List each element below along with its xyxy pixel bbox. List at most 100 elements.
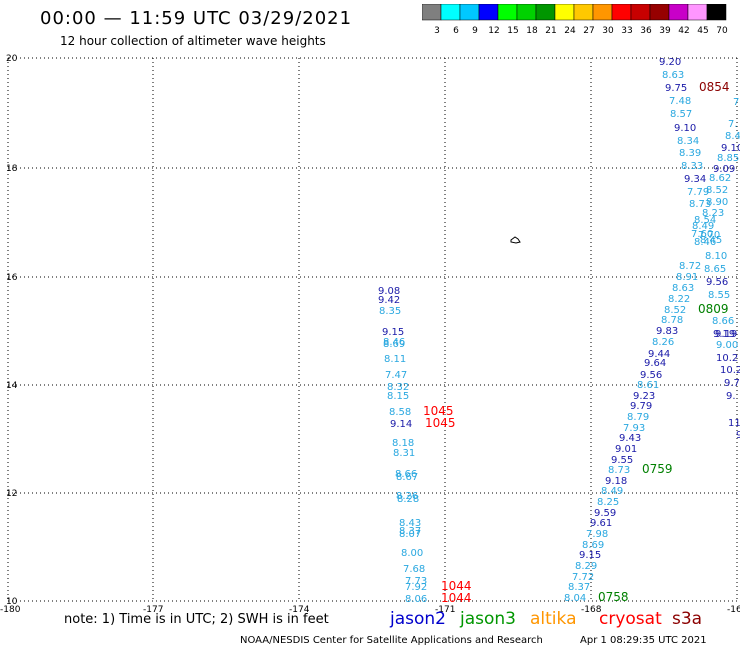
wave-height-label: 9.09 [713,164,735,175]
y-tick-label: 10 [6,597,18,607]
wave-height-label: 8.52 [664,305,686,316]
wave-height-label: 8.73 [689,199,711,210]
wave-height-label: 7 [733,97,739,108]
wave-height-label: 8.18 [392,438,414,449]
wave-height-label: 8.79 [627,412,649,423]
x-tick-label: -16 [727,605,740,615]
wave-height-label: 8.37 [568,582,590,593]
wave-height-label: 9.83 [656,326,678,337]
wave-height-label: 9.55 [611,455,633,466]
footer-credit: NOAA/NESDIS Center for Satellite Applica… [240,635,543,646]
wave-height-label: 9.56 [640,370,662,381]
y-tick-label: 14 [6,381,18,391]
wave-height-label: 9.64 [644,358,666,369]
color-scale-label: 45 [697,26,708,36]
wave-height-label: 8.55 [708,290,730,301]
wave-height-label: 7.68 [403,564,425,575]
wave-height-label: 10.2 [716,353,738,364]
wave-height-label: 9.00 [716,340,738,351]
color-scale-label: 21 [545,26,556,36]
wave-height-label: 8.43 [399,518,421,529]
wave-height-label: 9.23 [633,391,655,402]
wave-height-label: 7.79 [687,187,709,198]
pass-time-label: 1045 [425,416,456,430]
wave-height-label: 9.18 [605,476,627,487]
wave-height-label: 8.37 [399,526,421,537]
wave-height-label: 9.10 [721,143,740,154]
wave-height-label: 8.39 [679,148,701,159]
wave-height-label: 7.92 [405,582,427,593]
wave-height-label: 8.28 [397,494,419,505]
wave-height-label: 8.66 [395,469,417,480]
wave-height-label: 8.25 [597,497,619,508]
wave-height-label: 8.26 [652,337,674,348]
wave-height-label: 8.22 [668,294,690,305]
wave-height-label: 8.78 [661,315,683,326]
wave-height-label: 8.61 [637,380,659,391]
wave-height-label: 9.15 [382,327,404,338]
wave-height-label: 9.19 [713,329,735,340]
wave-height-label: 8.49 [601,486,623,497]
color-swatch [706,4,727,21]
y-tick-label: 20 [6,54,18,64]
x-tick-label: -180 [0,605,21,615]
wave-height-label: 9.43 [619,433,641,444]
wave-height-label: 9.7 [724,378,740,389]
pass-time-label: 1044 [441,591,472,605]
wave-height-label: 11 [728,418,740,429]
wave-height-label: 8.85 [717,153,739,164]
wave-height-label: 9.01 [615,444,637,455]
wave-height-label: 8.45 [700,235,722,246]
wave-height-label: 8.07 [399,529,421,540]
pass-time-label: 0758 [598,590,629,604]
wave-height-label: 8.63 [662,70,684,81]
wave-height-label: 9.10 [674,123,696,134]
wave-height-label: 9.44 [648,349,670,360]
wave-height-label: 8.31 [393,448,415,459]
wave-height-label: 8.06 [405,594,427,605]
wave-height-label: 9.19 [715,329,737,340]
wave-height-label: 9.61 [590,518,612,529]
wave-height-label: 9.79 [630,401,652,412]
wave-height-label: 7. [728,119,738,130]
wave-height-label: 9.75 [665,83,687,94]
wave-height-label: 8.90 [706,197,728,208]
legend-jason3: jason3 [460,609,516,629]
color-scale-label: 39 [659,26,671,36]
map-title: 00:00 — 11:59 UTC 03/29/2021 [40,8,353,29]
wave-height-label: 8.57 [670,109,692,120]
x-tick-label: -174 [289,605,310,615]
wave-height-label: 8.91 [676,272,698,283]
wave-height-label: 8.00 [401,548,423,559]
footer-timestamp: Apr 1 08:29:35 UTC 2021 [580,635,707,646]
color-scale-label: 27 [583,26,594,36]
wave-height-label: 8.67 [396,472,418,483]
x-tick-label: -171 [435,605,455,615]
color-scale-label: 33 [621,26,632,36]
pass-time-label: 1045 [423,404,454,418]
color-scale-label: 42 [678,26,689,36]
wave-height-label: 9.56 [706,277,728,288]
wave-height-label: 8.10 [705,251,727,262]
legend-jason2: jason2 [390,609,446,629]
wave-height-label: 8.33 [681,161,703,172]
wave-height-label: 8.34 [677,136,699,147]
map-subtitle: 12 hour collection of altimeter wave hei… [60,34,326,48]
wave-height-label: 8.63 [672,283,694,294]
wave-height-label: 8.49 [692,221,714,232]
wave-height-label: 8.62 [709,173,731,184]
wave-height-label: 8.72 [679,261,701,272]
x-tick-label: -177 [143,605,163,615]
wave-height-label: 8.52 [706,185,728,196]
y-tick-label: 16 [6,273,18,283]
wave-height-label: 7.70 [698,230,720,241]
wave-height-label: 9.34 [684,174,706,185]
x-tick-label: -168 [581,605,602,615]
wave-height-label: 9.59 [594,508,616,519]
color-scale-label: 24 [564,26,576,36]
legend-altika: altika [530,609,577,629]
wave-height-label: 7.47 [385,370,407,381]
wave-height-label: 8.69 [582,540,604,551]
color-scale-label: 15 [507,26,518,36]
